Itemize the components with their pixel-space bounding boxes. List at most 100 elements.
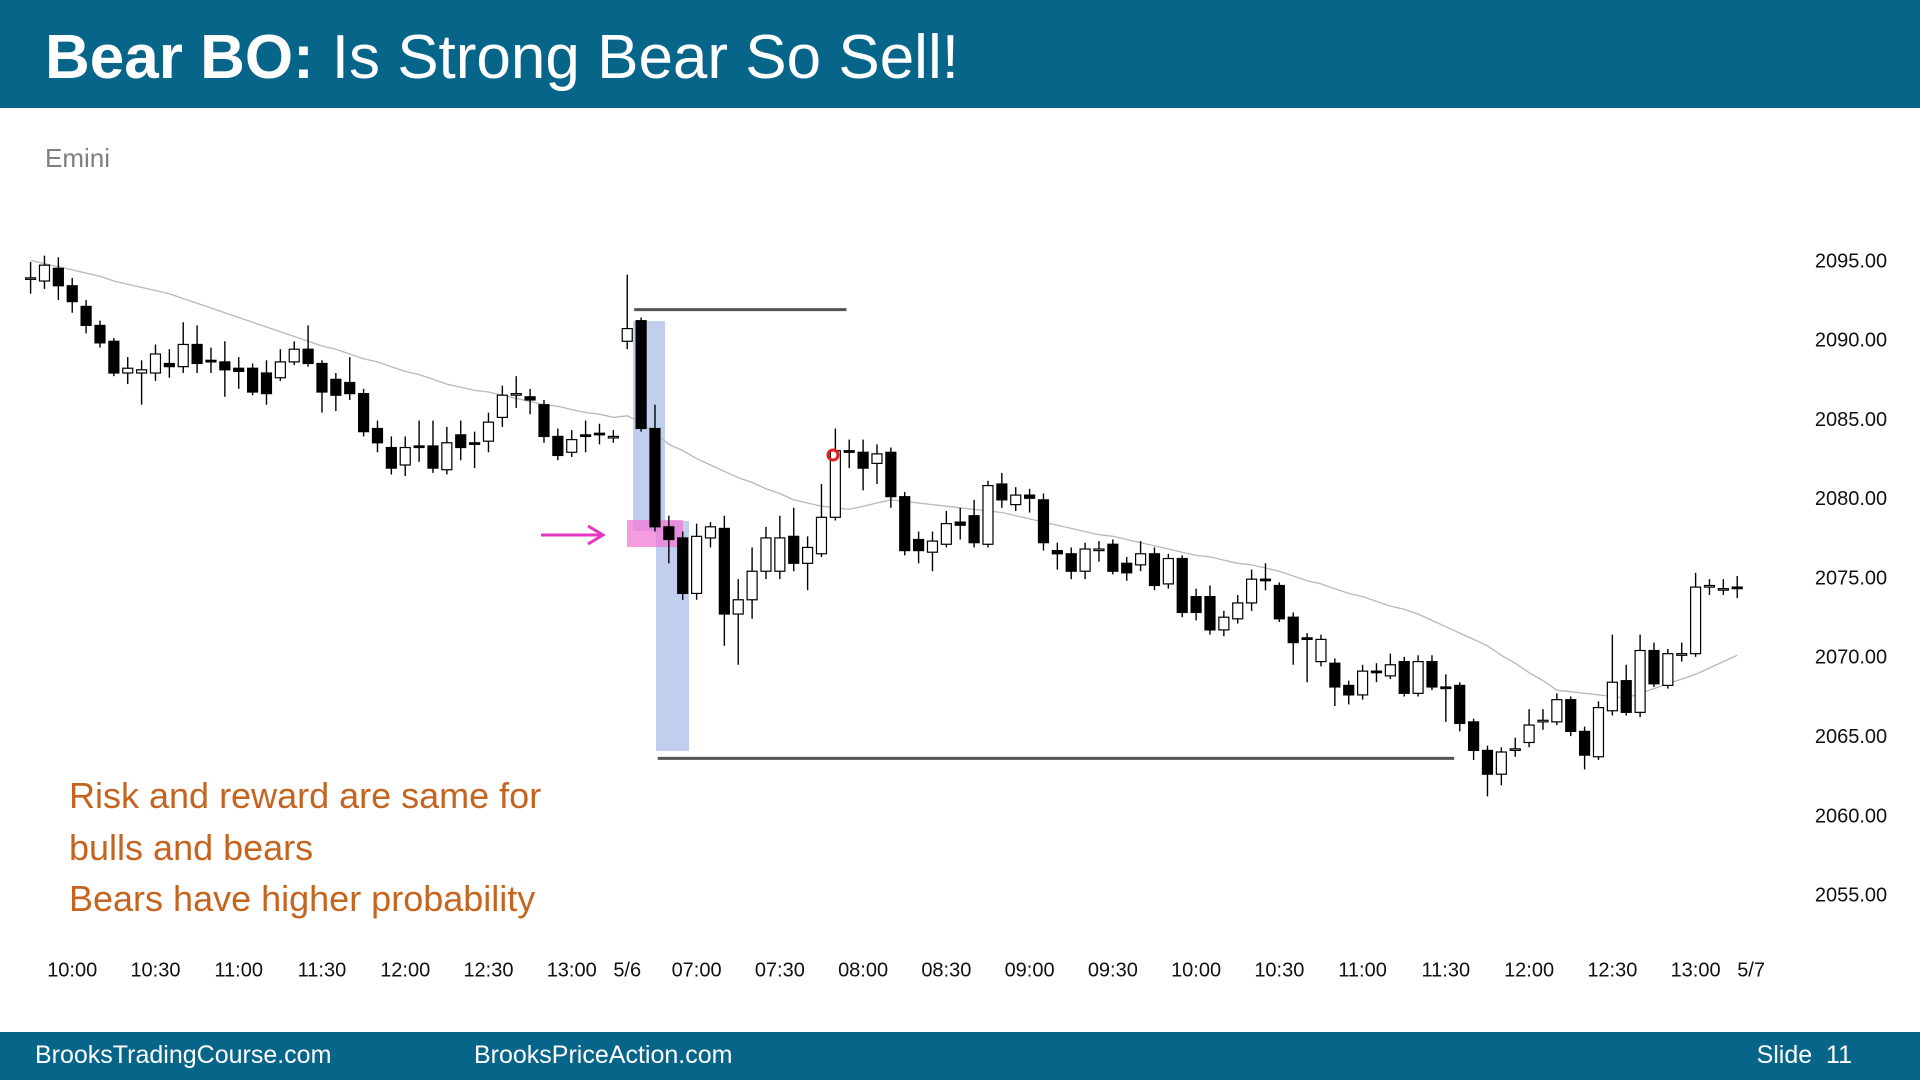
candle-body (1037, 499, 1050, 544)
candle-body (1426, 661, 1438, 688)
x-tick-label: 13:00 (547, 959, 597, 981)
x-tick-label: 13:00 (1671, 959, 1721, 981)
candle-body (1565, 699, 1577, 732)
candle-body (1592, 706, 1605, 758)
arrow-head (587, 524, 606, 546)
candle-body (94, 324, 106, 344)
candle-body (1412, 661, 1424, 694)
candle-body (1398, 661, 1410, 694)
candle-body (1551, 699, 1563, 723)
candle-body (1287, 616, 1299, 644)
candle-body (1245, 578, 1258, 604)
candle-body (1495, 751, 1507, 775)
candle-body (885, 451, 897, 498)
y-tick-label: 2080.00 (1815, 488, 1887, 510)
candle-body (482, 421, 495, 442)
candle-body (510, 393, 522, 396)
candle-body (815, 516, 828, 555)
annotation: Risk and reward are same for (69, 775, 541, 816)
x-tick-label: 07:00 (672, 959, 722, 981)
candle-body (899, 496, 911, 552)
candle-body (1481, 749, 1494, 775)
candle-body (788, 535, 800, 564)
candle-body (593, 432, 606, 436)
candle-body (371, 427, 384, 444)
candle-body (1010, 494, 1022, 506)
candle-body (1107, 543, 1119, 572)
candle-body (1190, 595, 1202, 614)
candle-body (358, 393, 370, 433)
candle-body (912, 538, 925, 552)
candle-body (1162, 557, 1174, 585)
candle-body (1662, 653, 1674, 686)
x-tick-label: 12:00 (380, 959, 430, 981)
candle-body (288, 348, 300, 363)
candle-body (926, 540, 939, 553)
header-bar (0, 0, 1920, 108)
candle-body (1703, 584, 1716, 588)
candle-body (1343, 684, 1355, 696)
candle-body (80, 305, 92, 327)
x-tick-label: 11:30 (1422, 959, 1471, 981)
y-tick-label: 2085.00 (1815, 409, 1887, 431)
candle-body (274, 361, 286, 379)
x-tick-label: 10:00 (47, 959, 97, 981)
candle-body (1467, 721, 1480, 752)
y-tick-label: 2060.00 (1815, 805, 1887, 827)
candle-body (316, 362, 328, 393)
candle-body (760, 537, 772, 572)
candle-body (149, 353, 162, 374)
slide-title: Bear BO: Is Strong Bear So Sell! (45, 23, 959, 92)
candle-body (1537, 719, 1549, 723)
x-tick-label: 12:30 (1587, 959, 1637, 981)
x-tick-label: 08:30 (921, 959, 971, 981)
x-tick-label: 10:30 (1254, 959, 1304, 981)
candle-body (552, 435, 564, 457)
candle-body (1273, 584, 1285, 620)
candle-body (607, 435, 619, 439)
y-tick-label: 2065.00 (1815, 726, 1887, 748)
candle-body (801, 546, 814, 564)
plot (25, 255, 1743, 797)
candle-body (108, 340, 120, 374)
candle-body (524, 396, 536, 401)
candle-body (25, 277, 37, 280)
x-tick-label: 12:00 (1504, 959, 1554, 981)
candle-body (1370, 670, 1383, 674)
candle-body (774, 537, 786, 572)
candle-body (732, 599, 744, 615)
y-tick-label: 2055.00 (1815, 885, 1887, 907)
annotation: Bears have higher probability (69, 878, 535, 919)
candle-body (579, 434, 592, 438)
candle-body (968, 515, 980, 544)
candle-body (677, 537, 689, 595)
x-tick-label: 09:00 (1005, 959, 1055, 981)
chart-subtitle: Emini (45, 143, 110, 173)
candle-body (1093, 548, 1105, 552)
candle-body (233, 367, 245, 373)
candle-body (718, 527, 730, 615)
moving-average (30, 259, 1738, 699)
candle-body (385, 446, 397, 469)
candle-body (940, 523, 952, 545)
y-tick-label: 2075.00 (1815, 567, 1887, 589)
candle-body (441, 442, 453, 471)
x-tick-label: 10:00 (1171, 959, 1221, 981)
annotation: bulls and bears (69, 827, 313, 868)
candle-body (1134, 553, 1147, 566)
candle-body (1065, 553, 1077, 572)
candle-body (177, 343, 189, 368)
candle-body (1259, 578, 1272, 582)
candle-body (1523, 724, 1535, 744)
candle-body (191, 343, 203, 365)
candle-body (857, 451, 869, 469)
candle-body (1634, 649, 1646, 713)
y-tick-label: 2090.00 (1815, 330, 1887, 352)
candle-body (1731, 586, 1743, 590)
x-tick-label: 11:00 (214, 959, 263, 981)
y-tick-label: 2095.00 (1815, 250, 1887, 272)
candle-body (1301, 637, 1313, 641)
candle-body (1121, 562, 1133, 574)
candle-body (1148, 553, 1161, 587)
